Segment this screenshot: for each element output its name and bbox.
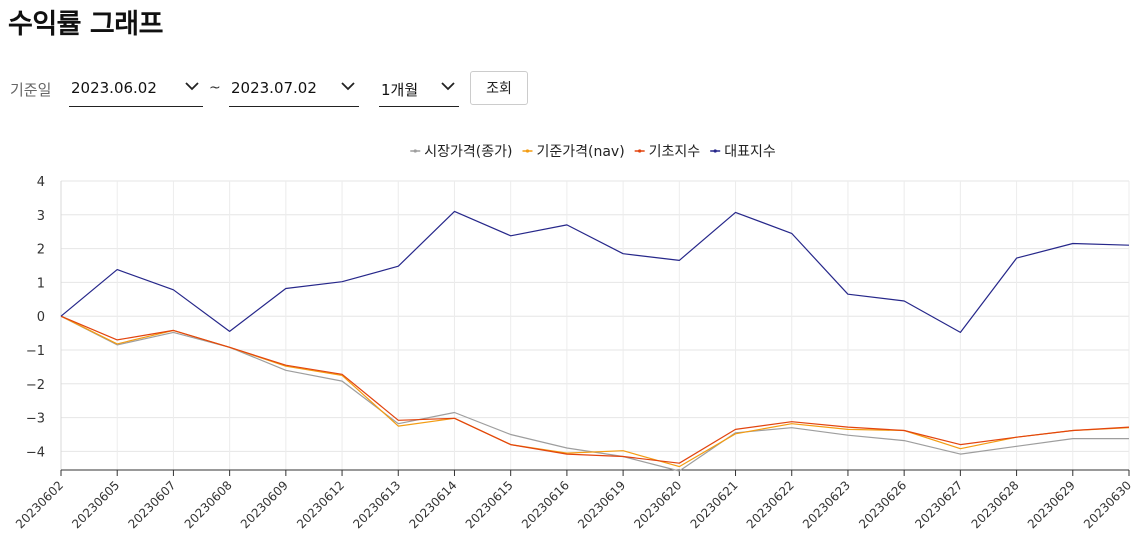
x-tick-label: 20230613 xyxy=(350,478,403,531)
x-tick-label: 20230628 xyxy=(969,478,1022,531)
y-tick-label: −1 xyxy=(26,344,45,359)
y-tick-label: −4 xyxy=(26,445,45,460)
y-tick-label: −3 xyxy=(26,412,45,427)
chevron-down-icon xyxy=(185,82,199,91)
y-tick-label: 1 xyxy=(37,276,45,291)
x-tick-label: 20230605 xyxy=(69,478,122,531)
chart-series xyxy=(60,210,1130,472)
legend-label: 기초지수 xyxy=(649,144,701,160)
x-tick-label: 20230619 xyxy=(575,478,628,531)
legend-marker-dot xyxy=(638,149,642,153)
period-select[interactable]: 1개월 xyxy=(379,70,459,107)
page-title: 수익률 그래프 xyxy=(8,9,163,40)
x-tick-label: 20230607 xyxy=(125,478,178,531)
y-tick-label: 4 xyxy=(37,175,45,190)
series-line-2 xyxy=(60,315,1130,464)
series-line-3 xyxy=(60,210,1130,333)
end-date-value: 2023.07.02 xyxy=(231,79,317,97)
x-tick-label: 20230627 xyxy=(912,478,965,531)
x-tick-label: 20230616 xyxy=(519,478,572,531)
legend-label: 대표지수 xyxy=(724,144,776,160)
x-tick-label: 20230602 xyxy=(13,478,66,531)
x-tick-label: 20230623 xyxy=(800,478,853,531)
y-tick-label: −2 xyxy=(26,378,45,393)
series-line-0 xyxy=(60,315,1129,472)
x-tick-label: 20230629 xyxy=(1025,478,1078,531)
legend-label: 시장가격(종가) xyxy=(424,144,512,160)
search-button[interactable]: 조회 xyxy=(470,71,528,105)
chevron-down-icon xyxy=(341,82,355,91)
y-tick-label: 2 xyxy=(37,243,45,258)
x-tick-label: 20230626 xyxy=(856,478,909,531)
x-axis: 20230602 20230605 20230607 20230608 20230609… xyxy=(13,469,1134,531)
x-tick-label: 20230612 xyxy=(294,478,347,531)
x-tick-label: 20230620 xyxy=(631,478,684,531)
y-axis: 4 3 2 1 0 −1 −2 −3 −4 xyxy=(26,175,62,470)
x-tick-label: 20230615 xyxy=(463,478,516,531)
x-tick-label: 20230609 xyxy=(238,478,291,531)
period-value: 1개월 xyxy=(381,81,419,99)
legend-label: 기준가격(nav) xyxy=(536,144,624,160)
legend-marker-dot xyxy=(713,149,717,153)
legend-marker-dot xyxy=(413,149,417,153)
start-date-select[interactable]: 2023.06.02 xyxy=(69,70,203,107)
date-range-separator: ~ xyxy=(209,80,221,96)
x-tick-label: 20230608 xyxy=(182,478,235,531)
start-date-value: 2023.06.02 xyxy=(71,79,157,97)
x-tick-label: 20230614 xyxy=(407,478,460,531)
x-tick-label: 20230621 xyxy=(688,478,741,531)
return-chart: 시장가격(종가) 기준가격(nav) 기초지수 대표지수 43210−1−2−3−4 … xyxy=(13,144,1134,531)
base-date-label: 기준일 xyxy=(10,81,52,99)
y-tick-label: 3 xyxy=(37,209,45,224)
date-filter-bar: 기준일 2023.06.02 ~ 2023.07.02 1개월 조회 xyxy=(8,70,548,108)
chevron-down-icon xyxy=(441,82,455,91)
legend-marker-dot xyxy=(525,149,530,153)
end-date-select[interactable]: 2023.07.02 xyxy=(229,70,359,107)
x-tick-label: 20230630 xyxy=(1081,478,1134,531)
chart-legend: 시장가격(종가) 기준가격(nav) 기초지수 대표지수 xyxy=(410,144,776,160)
y-tick-label: 0 xyxy=(37,310,45,325)
x-tick-label: 20230622 xyxy=(744,478,797,531)
